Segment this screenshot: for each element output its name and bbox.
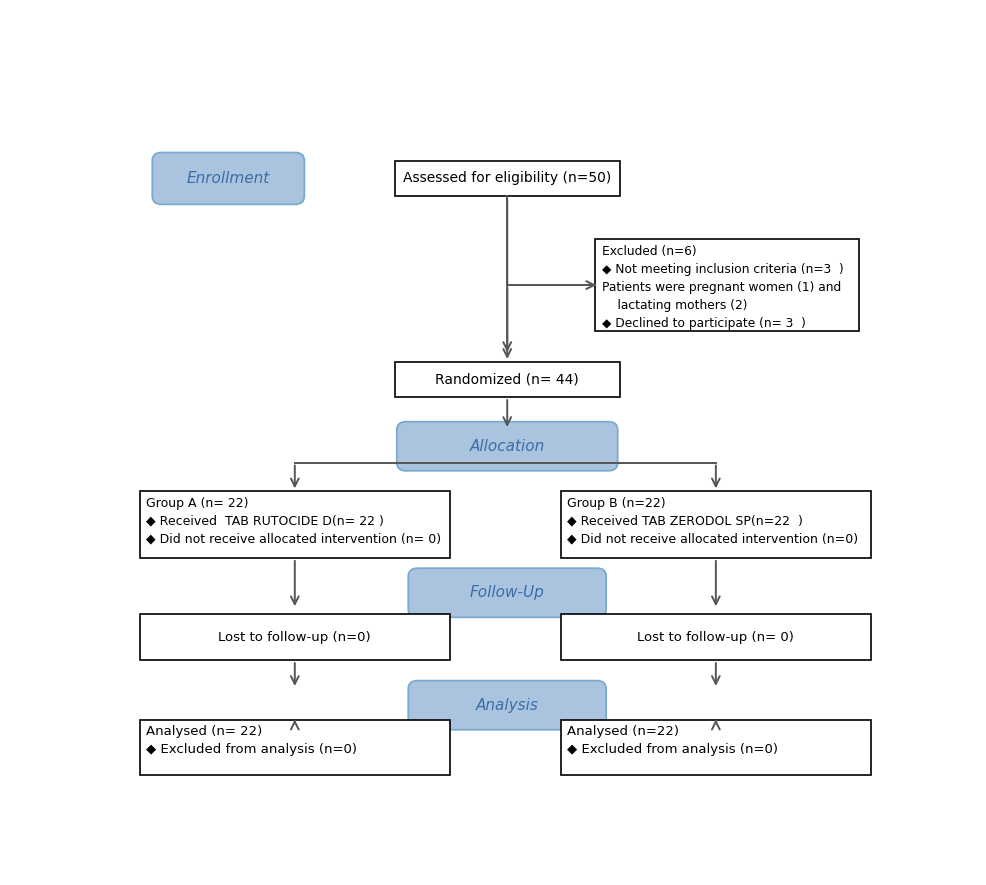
FancyBboxPatch shape — [561, 720, 871, 775]
Text: Excluded (n=6)
◆ Not meeting inclusion criteria (n=3  )
Patients were pregnant w: Excluded (n=6) ◆ Not meeting inclusion c… — [601, 244, 843, 329]
FancyBboxPatch shape — [140, 491, 450, 558]
Text: Analysis: Analysis — [476, 697, 538, 712]
Text: Lost to follow-up (n= 0): Lost to follow-up (n= 0) — [637, 630, 795, 643]
Text: Follow-Up: Follow-Up — [470, 585, 544, 600]
Text: Randomized (n= 44): Randomized (n= 44) — [436, 373, 579, 387]
FancyBboxPatch shape — [561, 614, 871, 660]
Text: Analysed (n= 22)
◆ Excluded from analysis (n=0): Analysed (n= 22) ◆ Excluded from analysi… — [146, 725, 357, 756]
Text: Analysed (n=22)
◆ Excluded from analysis (n=0): Analysed (n=22) ◆ Excluded from analysis… — [567, 725, 778, 756]
Text: Group B (n=22)
◆ Received TAB ZERODOL SP(n=22  )
◆ Did not receive allocated int: Group B (n=22) ◆ Received TAB ZERODOL SP… — [567, 496, 859, 546]
FancyBboxPatch shape — [596, 239, 859, 331]
FancyBboxPatch shape — [394, 362, 620, 397]
FancyBboxPatch shape — [140, 720, 450, 775]
FancyBboxPatch shape — [152, 152, 305, 204]
Text: Enrollment: Enrollment — [186, 171, 270, 186]
FancyBboxPatch shape — [394, 161, 620, 196]
FancyBboxPatch shape — [396, 422, 617, 471]
FancyBboxPatch shape — [408, 681, 606, 730]
Text: Lost to follow-up (n=0): Lost to follow-up (n=0) — [219, 630, 371, 643]
FancyBboxPatch shape — [561, 491, 871, 558]
FancyBboxPatch shape — [408, 568, 606, 618]
Text: Assessed for eligibility (n=50): Assessed for eligibility (n=50) — [403, 172, 611, 186]
FancyBboxPatch shape — [140, 614, 450, 660]
Text: Group A (n= 22)
◆ Received  TAB RUTOCIDE D(n= 22 )
◆ Did not receive allocated i: Group A (n= 22) ◆ Received TAB RUTOCIDE … — [146, 496, 442, 546]
Text: Allocation: Allocation — [469, 439, 545, 454]
